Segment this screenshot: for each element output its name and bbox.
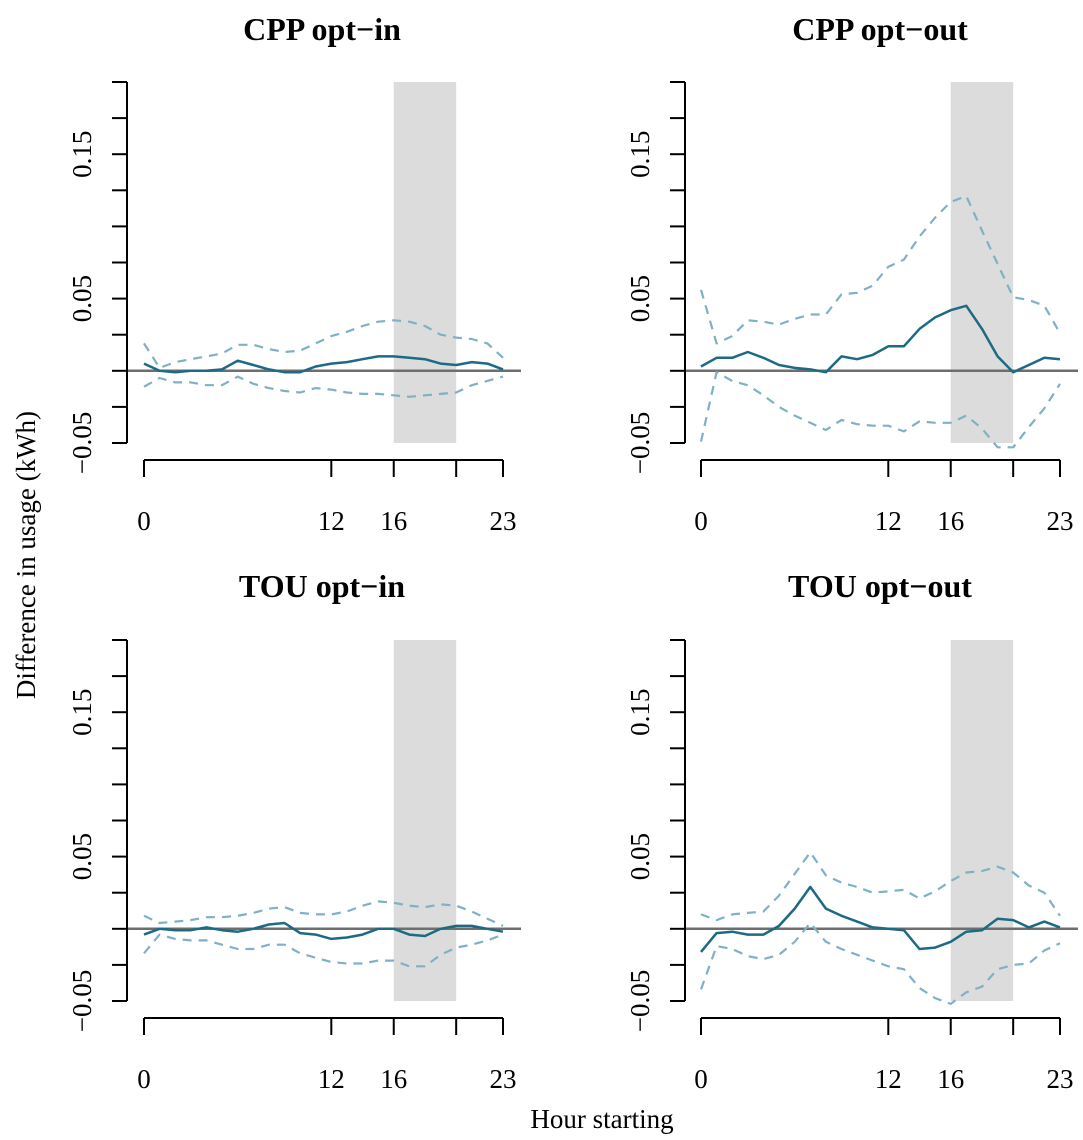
upper-ci-line [699, 195, 1061, 345]
y-tick-label: −0.05 [625, 412, 655, 474]
y-tick-label: −0.05 [67, 412, 97, 474]
x-tick-label: 23 [1047, 506, 1074, 536]
estimate-line [143, 921, 504, 941]
upper-ci-line [700, 851, 1061, 922]
y-tick-label: 0.05 [625, 833, 655, 880]
x-tick-label: 12 [875, 506, 902, 536]
x-tick-label: 16 [937, 506, 964, 536]
y-tick-label: 0.15 [625, 689, 655, 736]
x-axis-label: Hour starting [530, 1104, 673, 1134]
lower-ci-line [699, 371, 1061, 449]
x-tick-label: 16 [937, 1064, 964, 1094]
y-tick-label: 0.15 [67, 689, 97, 736]
x-tick-label: 23 [490, 1064, 517, 1094]
lower-ci-line [143, 375, 504, 398]
panel-tou-opt-out: TOU opt−out −0.05 0.05 0.15 0 12 16 23 [625, 568, 1078, 1094]
panel-title: TOU opt−in [239, 568, 405, 604]
peak-period-band [950, 82, 1014, 443]
panel-title: CPP opt−in [243, 11, 401, 47]
y-tick-label: 0.15 [67, 131, 97, 178]
peak-period-band [950, 640, 1014, 1001]
upper-ci-line [143, 900, 504, 927]
x-tick-label: 12 [318, 1064, 345, 1094]
peak-period-band [393, 640, 457, 1001]
panel-title: CPP opt−out [792, 11, 968, 47]
panel-cpp-opt-in: CPP opt−in −0.05 0.05 0.15 0 12 16 23 [67, 11, 521, 536]
y-tick-label: 0.05 [67, 833, 97, 880]
panel-tou-opt-in: TOU opt−in −0.05 0.05 0.15 0 12 16 23 [67, 568, 521, 1094]
y-tick-label: 0.05 [67, 275, 97, 322]
x-tick-label: 0 [137, 1064, 151, 1094]
panel-title: TOU opt−out [788, 568, 972, 604]
x-tick-label: 16 [380, 506, 407, 536]
estimate-line [143, 355, 504, 374]
x-tick-label: 0 [137, 506, 151, 536]
y-tick-label: 0.15 [625, 131, 655, 178]
x-tick-label: 0 [694, 506, 708, 536]
y-tick-label: −0.05 [67, 970, 97, 1032]
x-tick-label: 16 [380, 1064, 407, 1094]
x-tick-label: 12 [318, 506, 345, 536]
panel-cpp-opt-out: CPP opt−out −0.05 0.05 0.15 0 12 16 23 [625, 11, 1078, 536]
estimate-line [700, 304, 1061, 374]
estimate-line [700, 885, 1061, 953]
upper-ci-line [143, 319, 504, 369]
x-tick-label: 23 [490, 506, 517, 536]
lower-ci-line [143, 933, 504, 968]
x-tick-label: 12 [875, 1064, 902, 1094]
y-axis-label: Difference in usage (kWh) [11, 411, 41, 699]
y-tick-label: −0.05 [625, 970, 655, 1032]
lower-ci-line [699, 921, 1061, 1006]
peak-period-band [393, 82, 457, 443]
x-tick-label: 0 [694, 1064, 708, 1094]
y-tick-label: 0.05 [625, 275, 655, 322]
x-tick-label: 23 [1047, 1064, 1074, 1094]
